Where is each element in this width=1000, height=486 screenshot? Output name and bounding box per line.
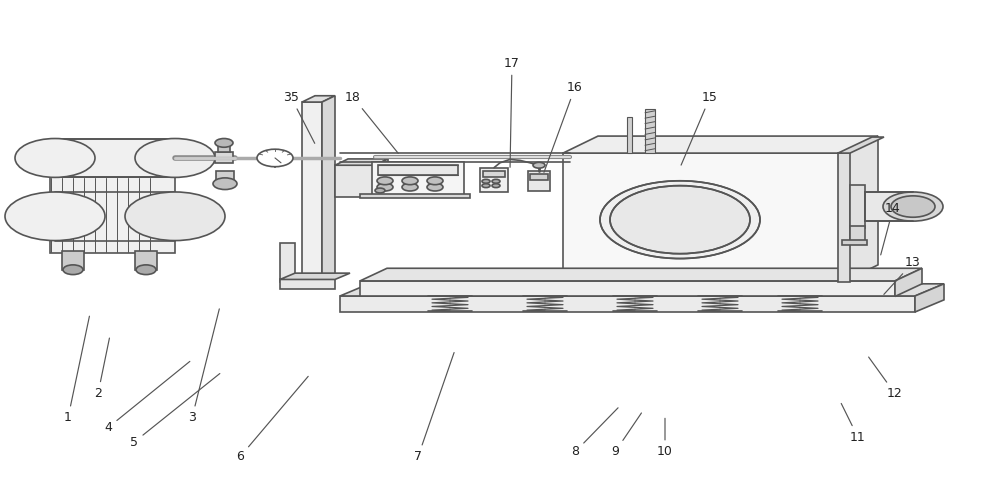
Circle shape [125, 192, 225, 241]
Text: 1: 1 [64, 316, 89, 424]
Bar [528, 171, 550, 191]
Polygon shape [360, 268, 922, 281]
Bar [627, 117, 632, 153]
Polygon shape [340, 284, 944, 296]
Bar [62, 251, 84, 270]
Polygon shape [895, 268, 922, 296]
Circle shape [600, 181, 760, 259]
Circle shape [402, 177, 418, 185]
Circle shape [135, 139, 215, 177]
Circle shape [377, 177, 393, 185]
Bar [645, 109, 655, 153]
Bar [50, 139, 175, 177]
Polygon shape [915, 284, 944, 312]
Polygon shape [375, 159, 388, 197]
Polygon shape [335, 159, 388, 165]
Text: 10: 10 [657, 418, 673, 458]
Bar [216, 171, 234, 180]
Polygon shape [838, 137, 884, 153]
Circle shape [883, 192, 943, 221]
Circle shape [492, 179, 500, 183]
Polygon shape [563, 136, 878, 153]
Bar [483, 171, 505, 177]
Polygon shape [843, 136, 878, 282]
Circle shape [375, 188, 385, 193]
Circle shape [213, 178, 237, 190]
Bar [360, 281, 895, 296]
Text: 4: 4 [104, 362, 190, 434]
Text: 16: 16 [544, 81, 583, 173]
Text: 2: 2 [94, 338, 109, 400]
Text: 35: 35 [283, 91, 315, 143]
Circle shape [427, 177, 443, 185]
Bar [372, 162, 464, 195]
Bar [50, 177, 175, 253]
Bar [378, 165, 458, 175]
Circle shape [427, 183, 443, 191]
Bar [838, 153, 850, 282]
Text: 8: 8 [571, 408, 618, 458]
Circle shape [402, 183, 418, 191]
Bar [280, 243, 295, 282]
Bar [218, 144, 230, 152]
Polygon shape [302, 96, 335, 102]
Bar [280, 279, 335, 289]
Bar [215, 152, 233, 163]
Bar [850, 226, 865, 243]
Circle shape [257, 149, 293, 167]
Bar [850, 185, 865, 228]
Bar [360, 194, 470, 198]
Circle shape [377, 183, 393, 191]
Text: 5: 5 [130, 374, 220, 449]
Text: 3: 3 [188, 309, 219, 424]
Circle shape [610, 186, 750, 254]
Text: 9: 9 [611, 413, 641, 458]
Circle shape [136, 265, 156, 275]
Circle shape [492, 184, 500, 188]
Circle shape [482, 179, 490, 183]
Circle shape [63, 265, 83, 275]
Text: 11: 11 [841, 403, 866, 444]
Circle shape [891, 196, 935, 217]
Bar [563, 153, 843, 282]
Circle shape [482, 184, 490, 188]
Circle shape [5, 192, 105, 241]
Bar [340, 296, 915, 312]
Text: 15: 15 [681, 91, 718, 165]
Bar [335, 165, 375, 197]
Text: 7: 7 [414, 352, 454, 463]
Text: 12: 12 [869, 357, 903, 400]
Circle shape [533, 162, 545, 168]
Bar [135, 251, 157, 270]
Text: 17: 17 [504, 57, 520, 167]
Circle shape [15, 139, 95, 177]
Text: 6: 6 [236, 376, 308, 463]
Polygon shape [322, 96, 335, 282]
Bar [302, 102, 322, 282]
Circle shape [215, 139, 233, 147]
Polygon shape [280, 273, 350, 279]
Text: 14: 14 [881, 203, 901, 255]
Bar [530, 174, 548, 180]
Bar [842, 240, 867, 245]
Bar [865, 192, 913, 221]
Text: 18: 18 [345, 91, 398, 154]
Bar [480, 168, 508, 192]
Text: 13: 13 [884, 256, 921, 295]
